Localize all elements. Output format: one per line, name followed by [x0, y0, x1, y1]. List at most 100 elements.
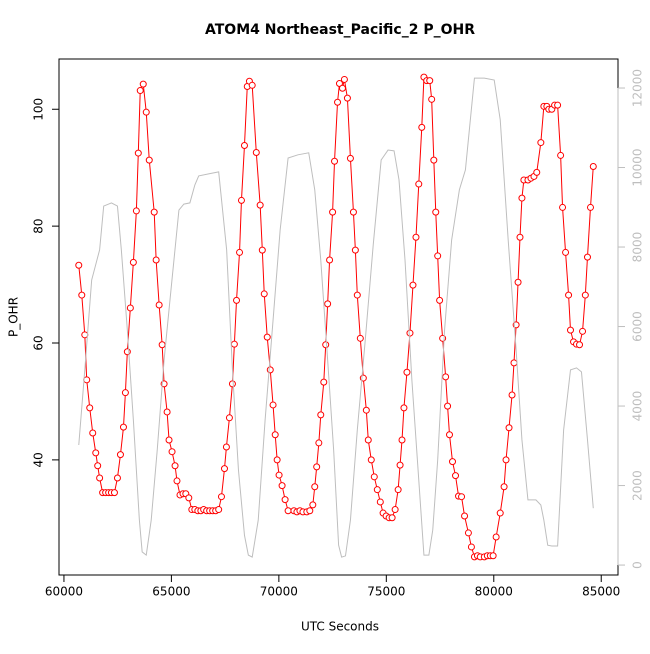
data-point [313, 463, 321, 471]
data-point [237, 196, 245, 204]
data-point [562, 248, 570, 256]
x-tick-label: 75000 [367, 585, 405, 599]
y-tick-label: 60 [32, 335, 46, 350]
data-point [554, 101, 562, 109]
data-point [367, 456, 375, 464]
data-point [398, 436, 406, 444]
data-point [400, 404, 408, 412]
data-point [537, 139, 545, 147]
data-point [129, 258, 137, 266]
data-point [260, 290, 268, 298]
data-point [317, 411, 325, 419]
data-point [514, 278, 522, 286]
data-point [356, 334, 364, 342]
data-point [92, 449, 100, 457]
y2-tick-label: 2000 [631, 470, 645, 501]
data-point [518, 194, 526, 202]
data-point [309, 501, 317, 509]
data-point [320, 378, 328, 386]
data-point [467, 543, 475, 551]
data-point [326, 256, 334, 264]
data-point [500, 483, 508, 491]
data-point [89, 429, 97, 437]
data-point [150, 208, 158, 216]
data-point [589, 163, 597, 171]
data-point [461, 512, 469, 520]
data-point [489, 552, 497, 560]
data-point [228, 380, 236, 388]
data-point [364, 436, 372, 444]
data-point [394, 486, 402, 494]
series-line [78, 77, 594, 558]
y-tick-label: 100 [32, 98, 46, 121]
data-point [113, 474, 121, 482]
data-point [430, 156, 438, 164]
data-point [225, 414, 233, 422]
data-point [233, 296, 241, 304]
data-point [458, 493, 466, 501]
data-point [362, 406, 370, 414]
data-point [346, 154, 354, 162]
data-point [409, 281, 417, 289]
data-point [412, 233, 420, 241]
data-point [185, 494, 193, 502]
data-point [444, 402, 452, 410]
data-point [426, 77, 434, 85]
data-point [567, 326, 575, 334]
data-point [351, 246, 359, 254]
data-point [263, 333, 271, 341]
data-point [576, 341, 584, 349]
data-point [139, 80, 147, 88]
data-point [436, 296, 444, 304]
data-point [505, 424, 513, 432]
data-point [581, 291, 589, 299]
x-tick-label: 60000 [45, 585, 83, 599]
data-point [334, 98, 342, 106]
y2-tick-label: 10000 [631, 148, 645, 186]
data-point [516, 233, 524, 241]
y2-tick-label: 4000 [631, 391, 645, 422]
data-point [236, 248, 244, 256]
data-point [121, 389, 129, 397]
data-point [502, 456, 510, 464]
data-point [406, 329, 414, 337]
data-point [442, 373, 450, 381]
data-point [222, 443, 230, 451]
data-point [275, 471, 283, 479]
data-point [331, 157, 339, 165]
data-point [116, 451, 124, 459]
data-point [376, 498, 384, 506]
data-point [220, 465, 228, 473]
data-point [269, 401, 277, 409]
data-point [579, 327, 587, 335]
data-point [508, 391, 516, 399]
data-point [86, 404, 94, 412]
data-point [132, 207, 140, 215]
data-point [434, 252, 442, 260]
data-point [324, 300, 332, 308]
data-point [142, 108, 150, 116]
x-tick-label: 85000 [582, 585, 620, 599]
data-point [418, 123, 426, 131]
data-point [168, 448, 176, 456]
data-point [338, 84, 346, 92]
data-point [258, 246, 266, 254]
data-point [248, 81, 256, 89]
x-tick-label: 80000 [475, 585, 513, 599]
data-point [533, 168, 541, 176]
data-point [464, 529, 472, 537]
chart-title: ATOM4 Northeast_Pacific_2 P_OHR [205, 22, 475, 38]
data-point [215, 506, 223, 514]
data-point [158, 341, 166, 349]
data-point [284, 507, 292, 515]
data-point [565, 291, 573, 299]
y-tick-label: 40 [32, 452, 46, 467]
data-point [343, 94, 351, 102]
data-point [322, 341, 330, 349]
data-point [266, 366, 274, 374]
data-point [559, 203, 567, 211]
y-tick-label: 80 [32, 218, 46, 233]
data-point [415, 180, 423, 188]
data-point [217, 493, 225, 501]
